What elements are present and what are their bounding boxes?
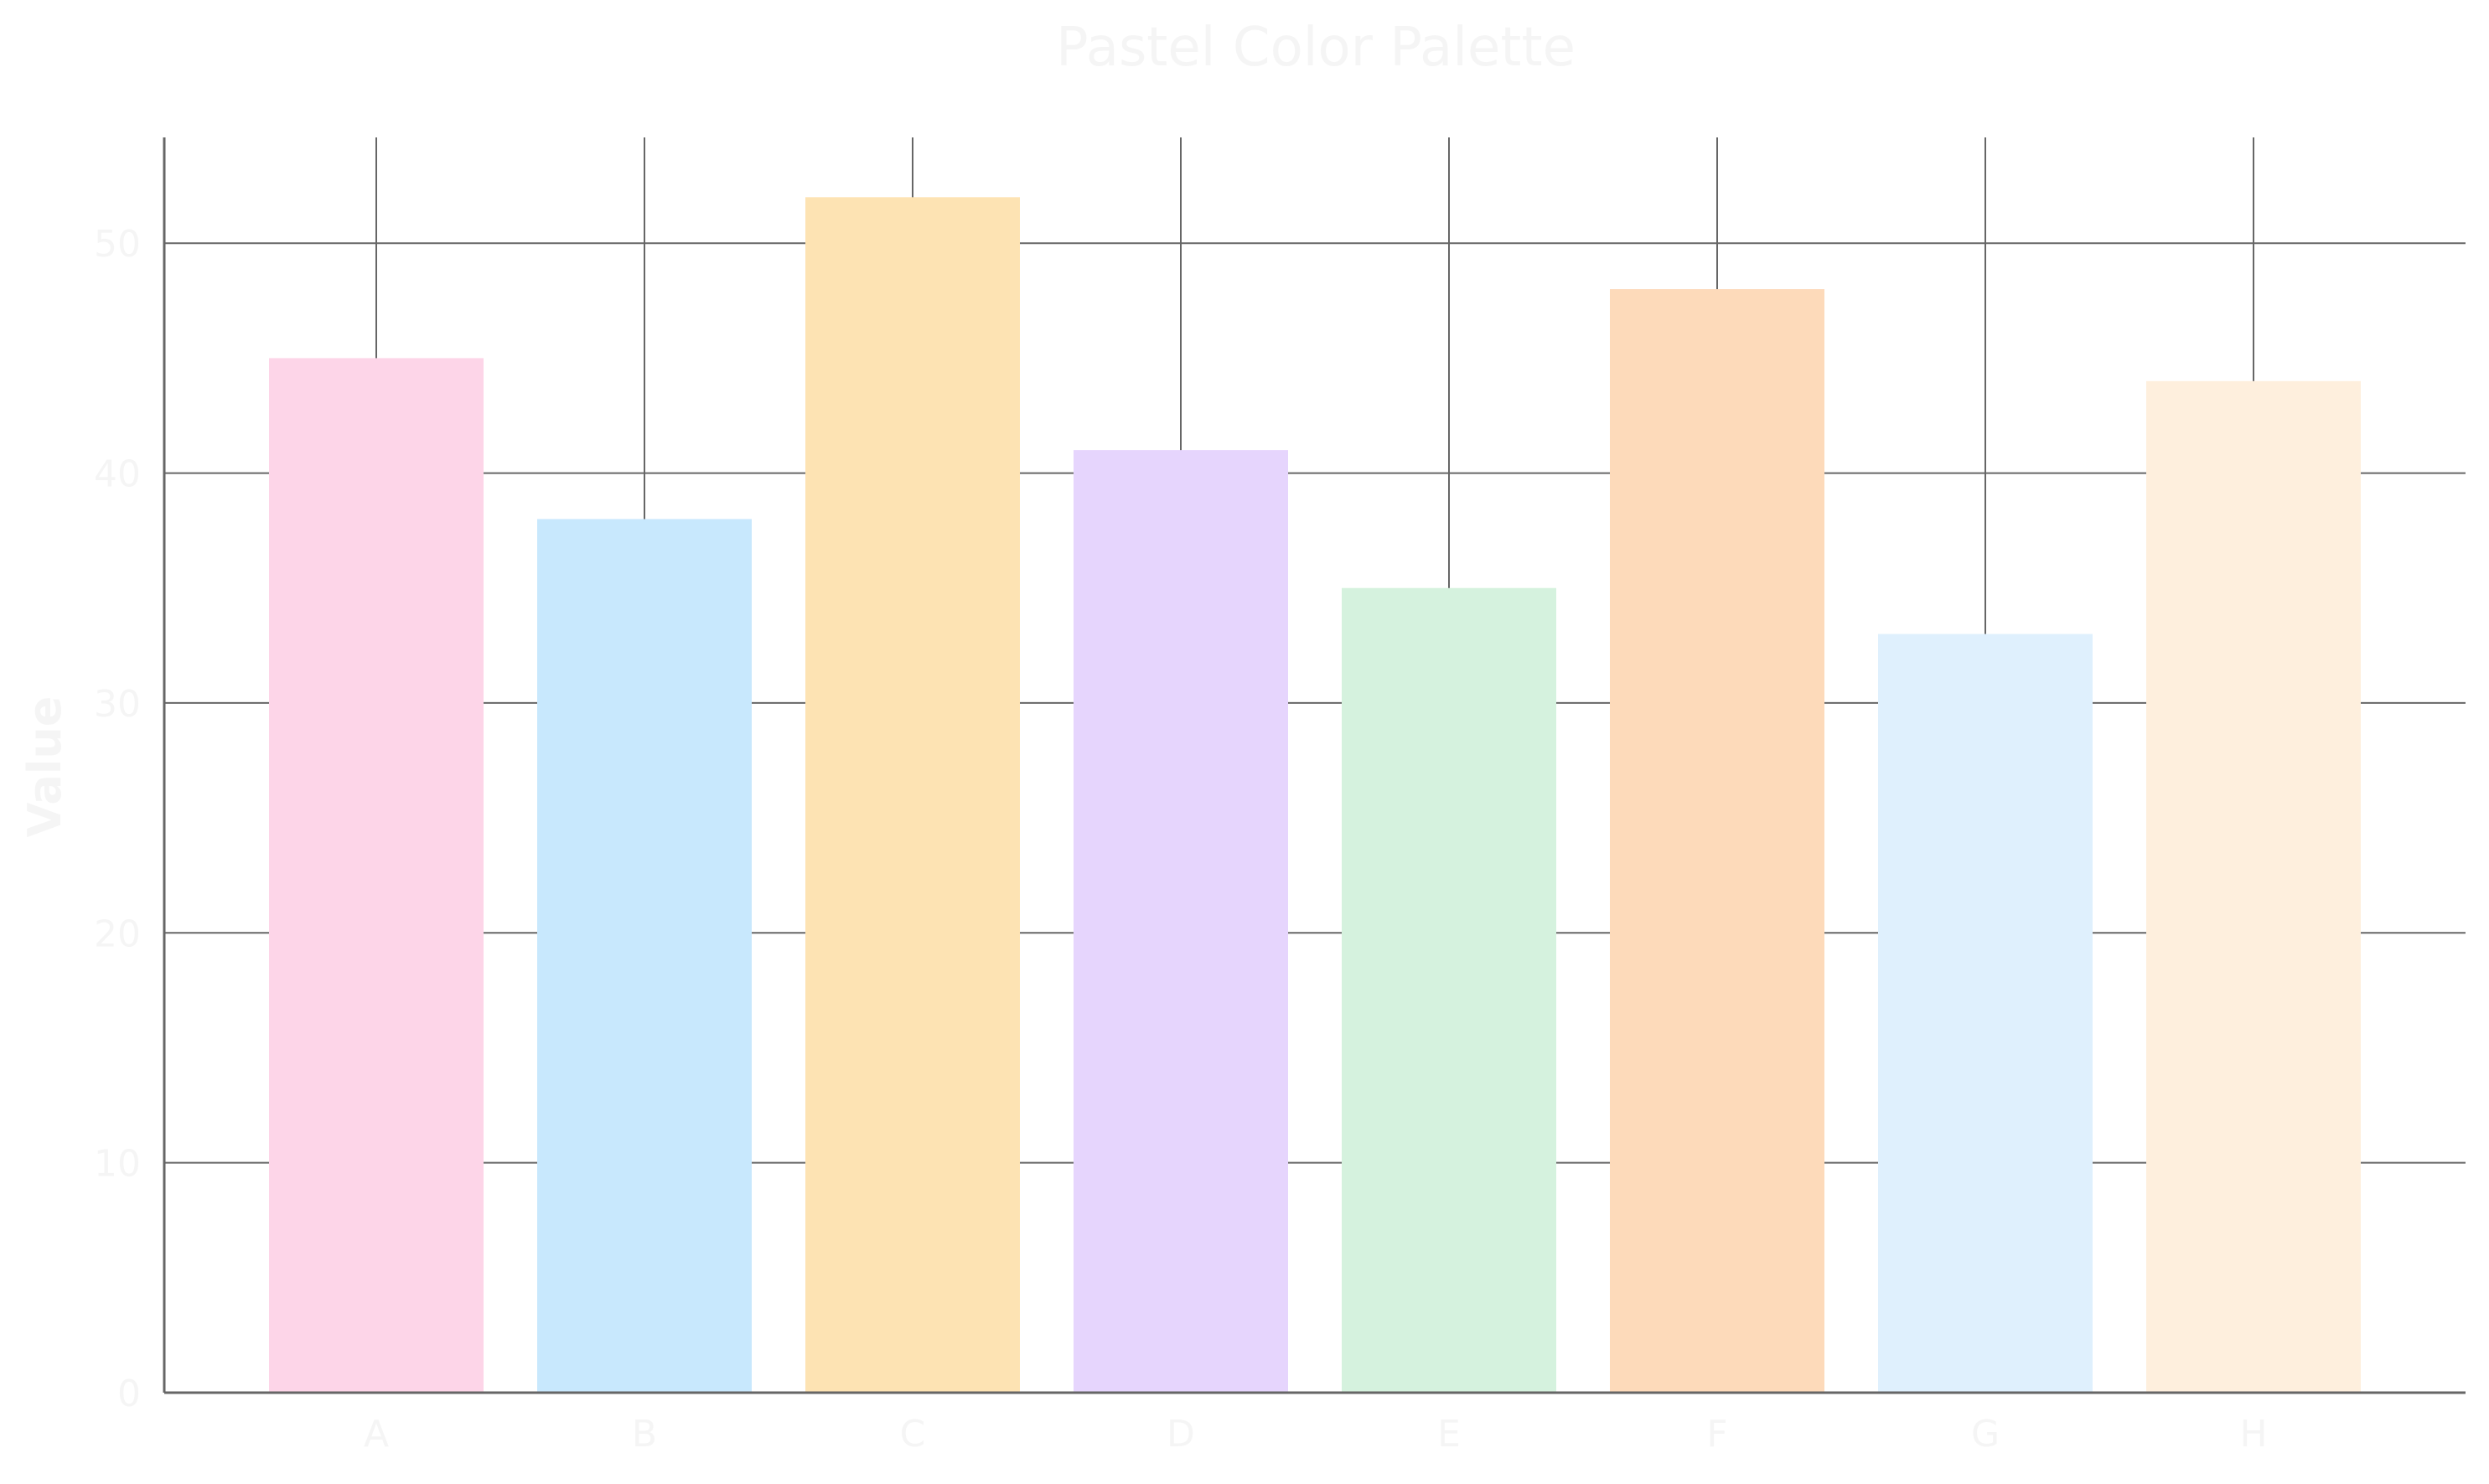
chart-title: Pastel Color Palette xyxy=(1056,17,1576,79)
axes-layer xyxy=(163,137,2466,1394)
x-tick-label: B xyxy=(632,1413,657,1456)
y-tick-label: 30 xyxy=(94,683,141,726)
tick-labels-layer: 0 10 20 30 40 50 A B C D E F G H xyxy=(94,223,2268,1456)
y-tick-label: 40 xyxy=(94,453,141,496)
y-axis-label: Value xyxy=(18,696,71,838)
x-tick-label: H xyxy=(2239,1413,2267,1456)
bar-h xyxy=(2146,380,2361,1393)
bar-g xyxy=(1878,633,2093,1393)
x-tick-label: D xyxy=(1167,1413,1195,1456)
x-tick-label: A xyxy=(364,1413,389,1456)
bar-c xyxy=(805,197,1020,1393)
x-tick-label: E xyxy=(1437,1413,1461,1456)
grid-layer xyxy=(164,137,2466,1393)
bars-layer xyxy=(269,197,2361,1394)
y-tick-label: 50 xyxy=(94,223,141,266)
y-tick-label: 20 xyxy=(94,913,141,955)
x-tick-label: F xyxy=(1706,1413,1727,1456)
bar-e xyxy=(1342,587,1556,1393)
bar-b xyxy=(537,519,752,1393)
x-tick-label: C xyxy=(900,1413,926,1456)
bar-d xyxy=(1074,450,1288,1394)
y-tick-label: 0 xyxy=(117,1373,141,1415)
bar-f xyxy=(1610,289,1824,1394)
bar-a xyxy=(269,358,484,1393)
y-tick-label: 10 xyxy=(94,1143,141,1186)
x-tick-label: G xyxy=(1971,1413,2000,1456)
